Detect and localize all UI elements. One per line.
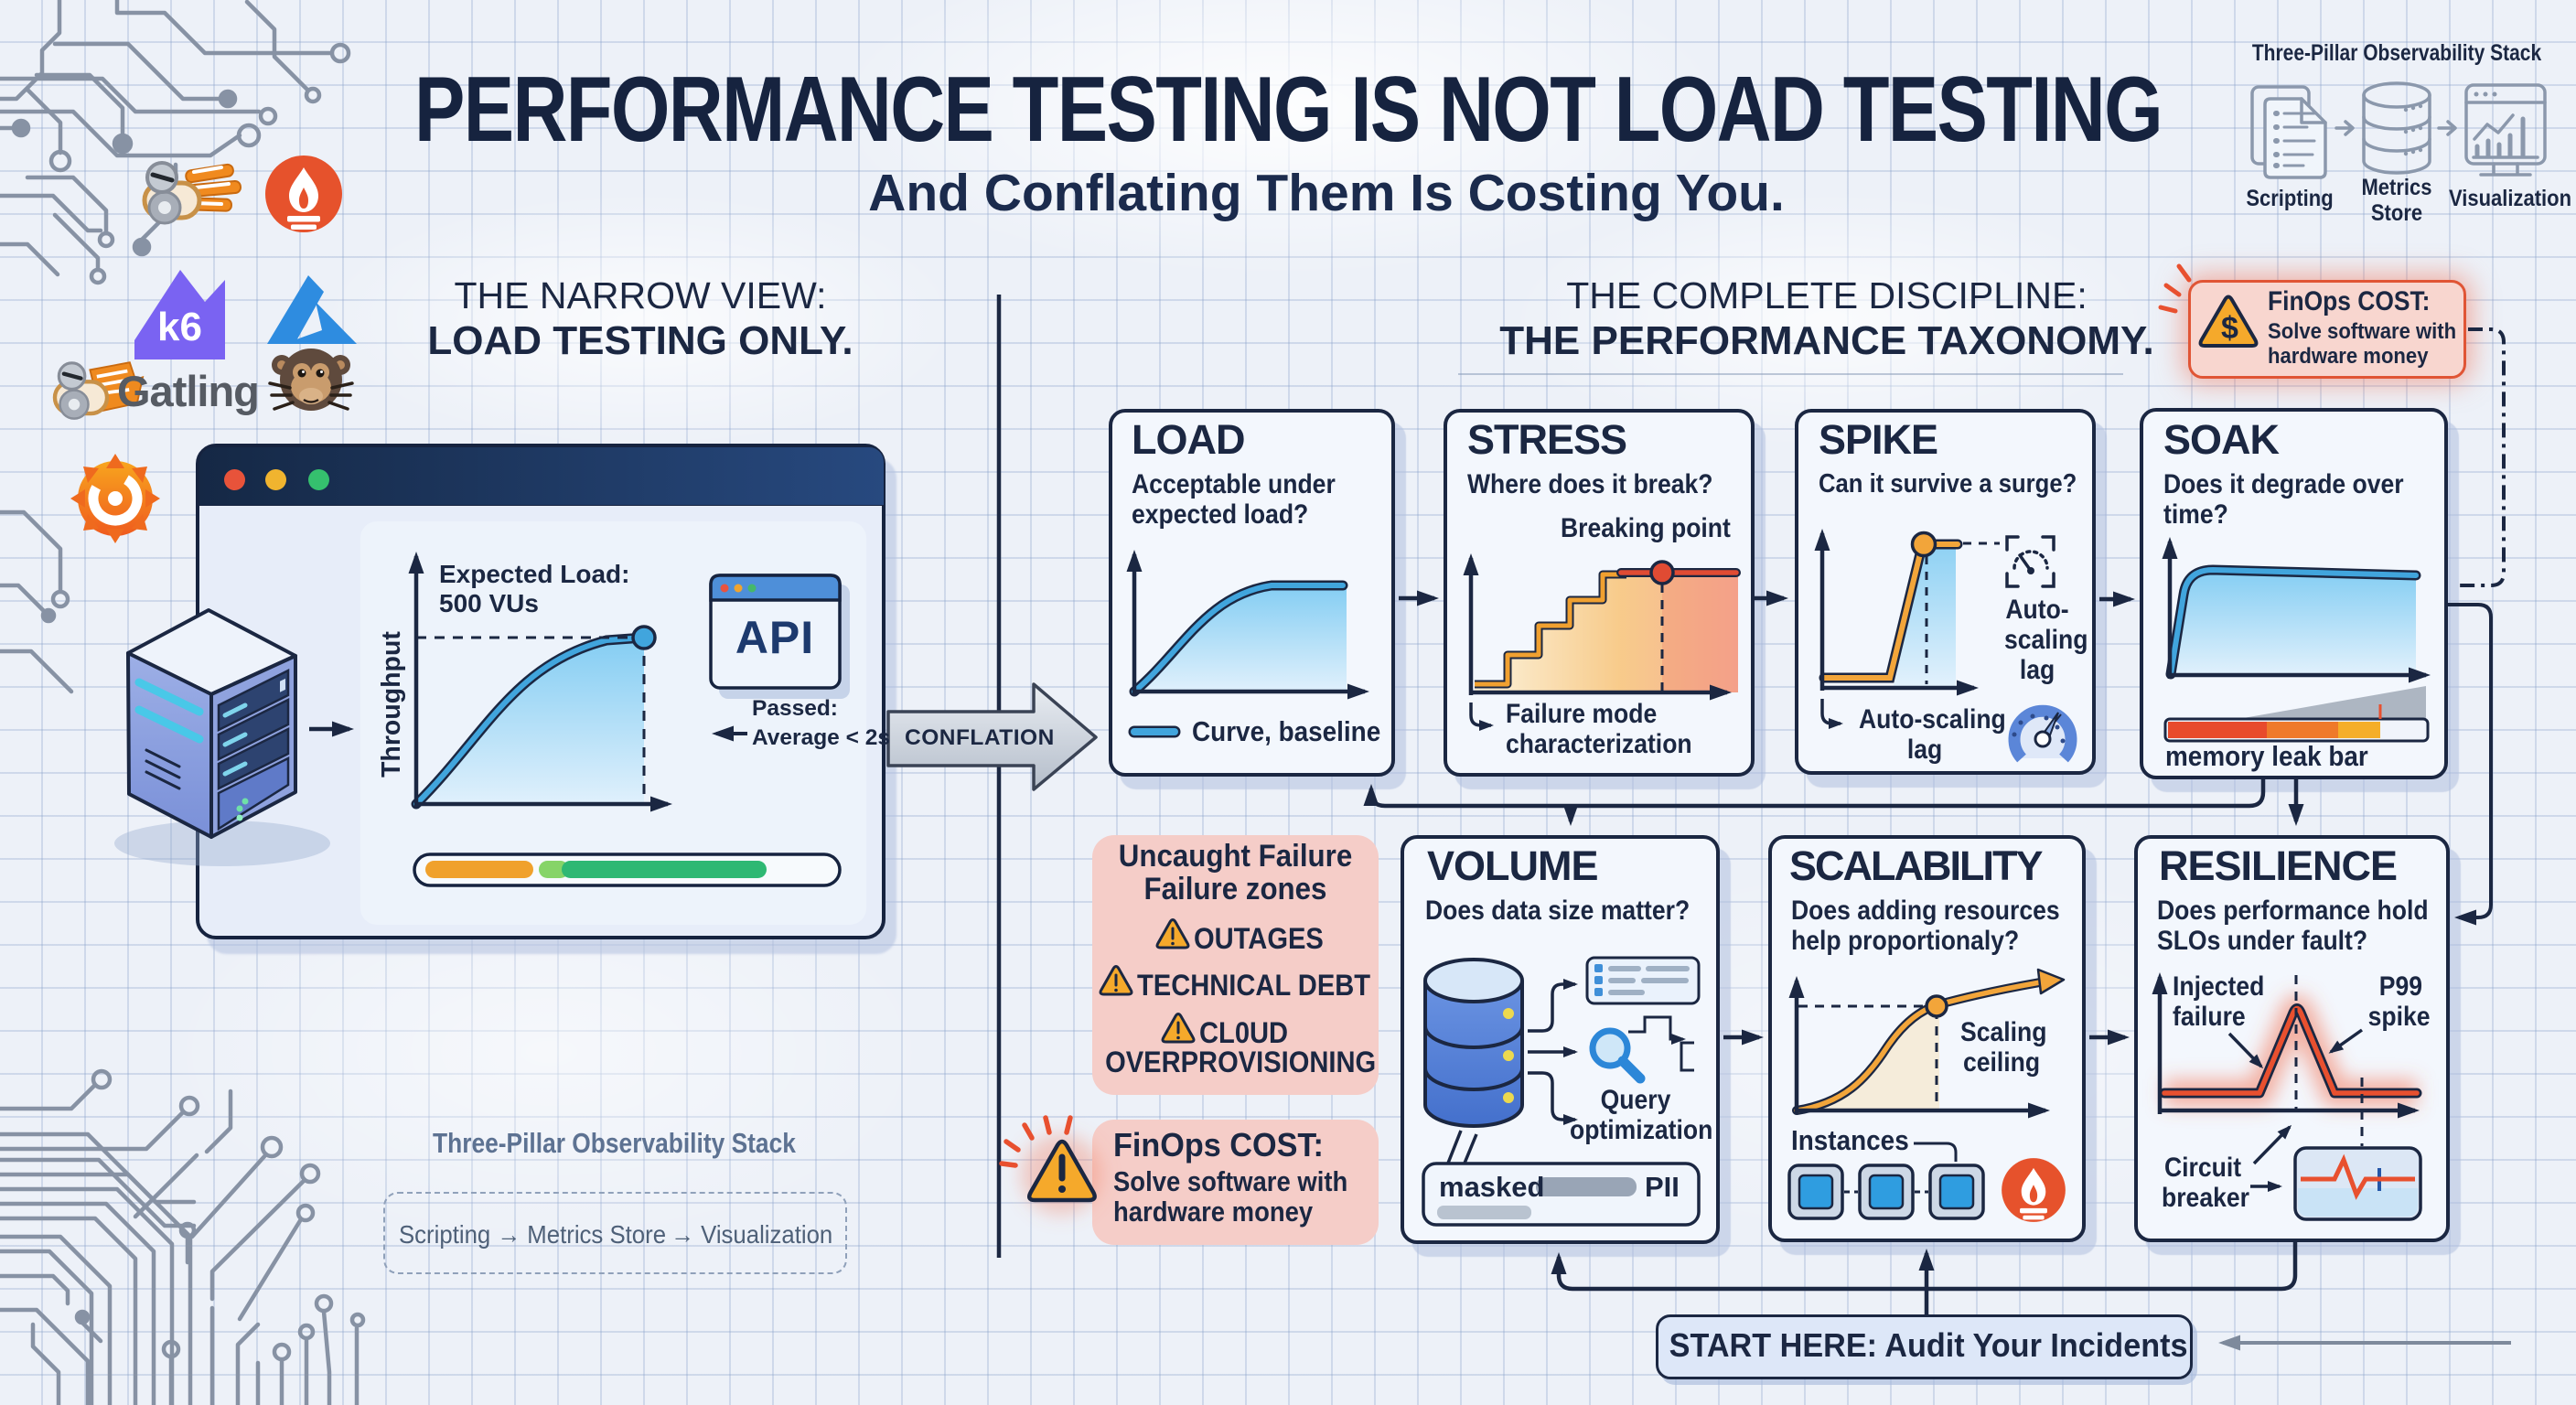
svg-text:$: $	[2221, 311, 2238, 346]
svg-text:k6: k6	[157, 305, 202, 349]
svg-text:Gatling: Gatling	[117, 367, 259, 415]
